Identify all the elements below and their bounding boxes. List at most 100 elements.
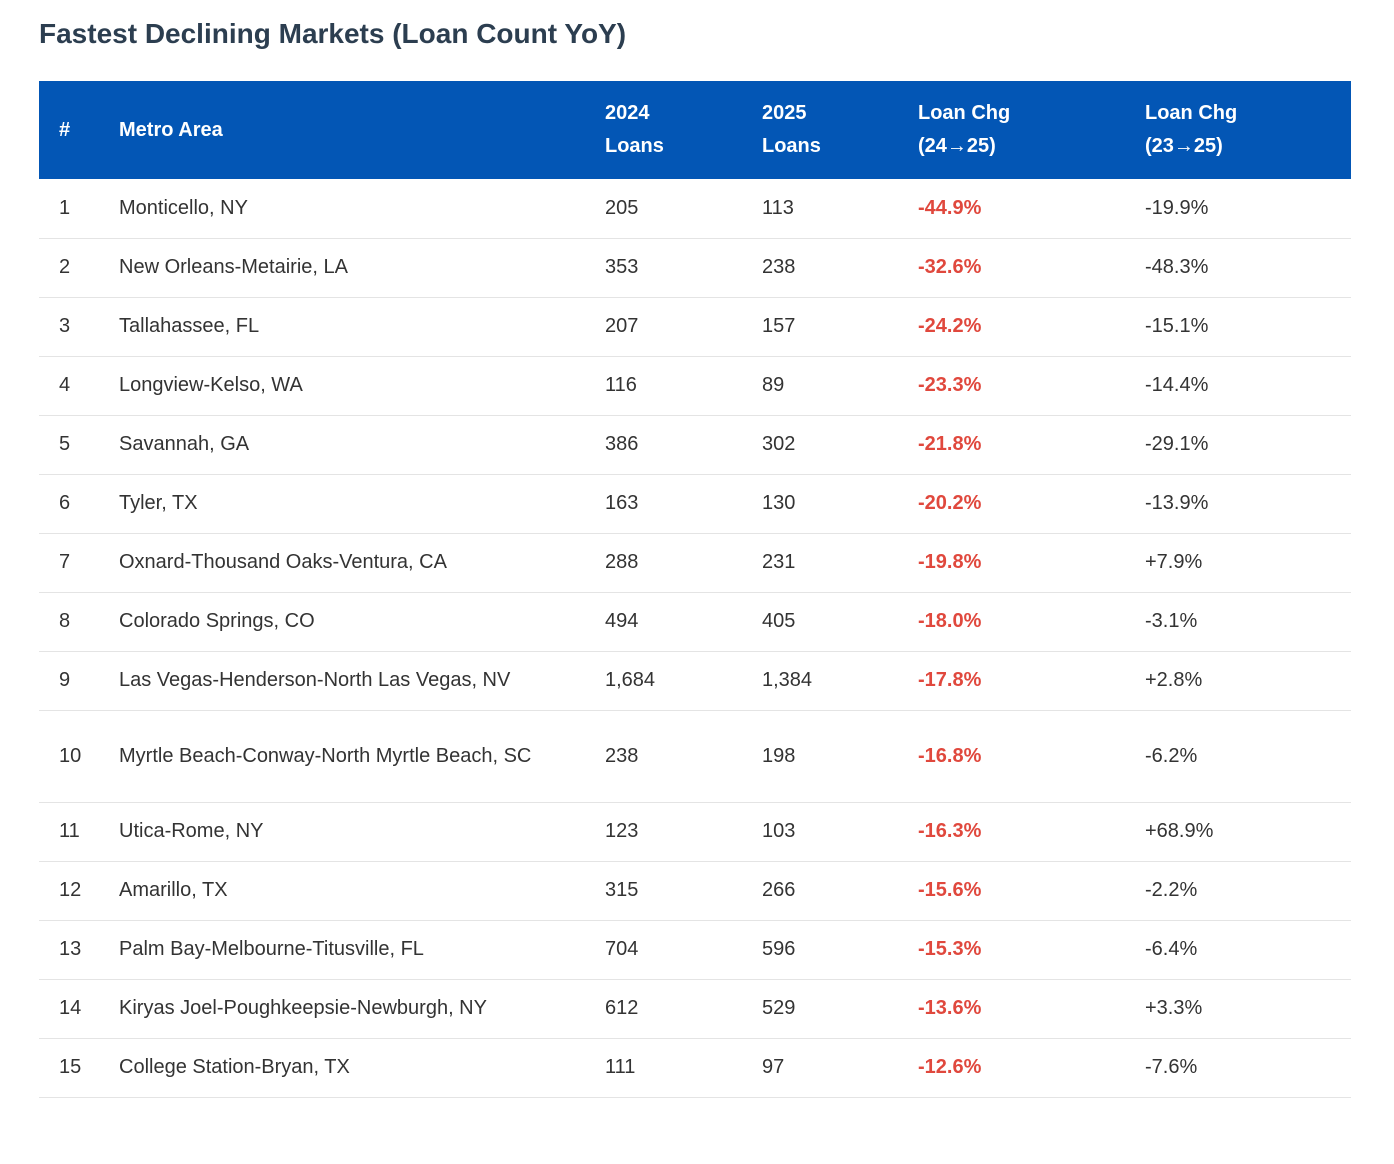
cell-metro-area: Longview-Kelso, WA <box>119 374 303 396</box>
cell-2024-loans: 1,684 <box>605 669 656 691</box>
cell-loan-chg-23-25: -14.4% <box>1145 374 1209 396</box>
table-row: 15 College Station-Bryan, TX 111 97 -12.… <box>39 1038 1351 1097</box>
cell-loan-chg-23-25: -48.3% <box>1145 256 1209 278</box>
cell-loan-chg-23-25: -7.6% <box>1145 1056 1198 1078</box>
cell-rank: 4 <box>59 374 71 396</box>
cell-2024-loans: 288 <box>605 551 639 573</box>
cell-loan-chg-23-25: -29.1% <box>1145 433 1209 455</box>
cell-metro-area: Palm Bay-Melbourne-Titusville, FL <box>119 938 424 960</box>
cell-loan-chg-24-25: -17.8% <box>918 669 982 691</box>
cell-metro-area: New Orleans-Metairie, LA <box>119 256 348 278</box>
column-header-2024-line1: 2024 <box>605 102 650 124</box>
table-row: 1 Monticello, NY 205 113 -44.9% -19.9% <box>39 179 1351 238</box>
cell-loan-chg-24-25: -13.6% <box>918 997 982 1019</box>
cell-rank: 7 <box>59 551 71 573</box>
cell-2025-loans: 596 <box>762 938 796 960</box>
table-row: 2 New Orleans-Metairie, LA 353 238 -32.6… <box>39 238 1351 297</box>
column-header-2025-line2: Loans <box>762 135 821 157</box>
table-row: 12 Amarillo, TX 315 266 -15.6% -2.2% <box>39 861 1351 920</box>
cell-2024-loans: 353 <box>605 256 639 278</box>
column-header-rank-label: # <box>59 118 71 141</box>
cell-metro-area: Las Vegas-Henderson-North Las Vegas, NV <box>119 669 511 691</box>
declining-markets-table: # Metro Area 2024 Loans 2025 Loans Loan Ch… <box>39 81 1351 1098</box>
cell-loan-chg-24-25: -16.3% <box>918 820 982 842</box>
cell-loan-chg-23-25: -6.2% <box>1145 744 1198 767</box>
cell-metro-area: Colorado Springs, CO <box>119 610 315 632</box>
cell-2024-loans: 163 <box>605 492 639 514</box>
cell-loan-chg-24-25: -16.8% <box>918 744 982 767</box>
table-row: 14 Kiryas Joel-Poughkeepsie-Newburgh, NY… <box>39 979 1351 1038</box>
cell-metro-area: College Station-Bryan, TX <box>119 1056 350 1078</box>
cell-loan-chg-23-25: -15.1% <box>1145 315 1209 337</box>
table-row: 11 Utica-Rome, NY 123 103 -16.3% +68.9% <box>39 802 1351 861</box>
column-header-2025-loans: 2025 Loans <box>742 81 898 179</box>
cell-rank: 8 <box>59 610 71 632</box>
cell-2024-loans: 238 <box>605 744 639 767</box>
cell-loan-chg-23-25: -6.4% <box>1145 938 1198 960</box>
cell-rank: 14 <box>59 997 82 1019</box>
cell-2024-loans: 386 <box>605 433 639 455</box>
cell-2024-loans: 704 <box>605 938 639 960</box>
column-header-chg2-line1: Loan Chg <box>1145 102 1238 124</box>
cell-loan-chg-24-25: -44.9% <box>918 196 982 219</box>
cell-2025-loans: 405 <box>762 610 796 632</box>
cell-2025-loans: 103 <box>762 820 796 842</box>
cell-rank: 13 <box>59 938 82 960</box>
cell-2025-loans: 157 <box>762 315 796 337</box>
cell-2025-loans: 113 <box>762 196 794 219</box>
column-header-metro-label: Metro Area <box>119 118 223 141</box>
cell-loan-chg-24-25: -19.8% <box>918 551 982 573</box>
cell-metro-area: Tallahassee, FL <box>119 315 260 337</box>
column-header-metro-area: Metro Area <box>99 81 585 179</box>
cell-loan-chg-24-25: -21.8% <box>918 433 982 455</box>
cell-loan-chg-23-25: +68.9% <box>1145 820 1214 842</box>
cell-2024-loans: 315 <box>605 879 639 901</box>
table-row: 3 Tallahassee, FL 207 157 -24.2% -15.1% <box>39 297 1351 356</box>
page-title: Fastest Declining Markets (Loan Count Yo… <box>39 18 627 49</box>
column-header-loan-chg-24-25: Loan Chg (24→25) <box>898 81 1125 179</box>
column-header-loan-chg-23-25: Loan Chg (23→25) <box>1125 81 1351 179</box>
cell-metro-area: Savannah, GA <box>119 433 250 455</box>
table-body: 1 Monticello, NY 205 113 -44.9% -19.9% 2… <box>39 179 1351 1097</box>
cell-2025-loans: 97 <box>762 1056 785 1078</box>
column-header-rank: # <box>39 81 99 179</box>
cell-loan-chg-23-25: -13.9% <box>1145 492 1209 514</box>
table-row: 10 Myrtle Beach-Conway-North Myrtle Beac… <box>39 710 1351 802</box>
table-header: # Metro Area 2024 Loans 2025 Loans Loan Ch… <box>39 81 1351 179</box>
cell-metro-area: Monticello, NY <box>119 196 248 219</box>
column-header-2024-line2: Loans <box>605 135 664 157</box>
cell-rank: 3 <box>59 315 71 337</box>
cell-metro-area: Kiryas Joel-Poughkeepsie-Newburgh, NY <box>119 997 487 1019</box>
cell-2024-loans: 205 <box>605 196 639 219</box>
column-header-2024-loans: 2024 Loans <box>585 81 742 179</box>
cell-loan-chg-23-25: +7.9% <box>1145 551 1203 573</box>
table-row: 9 Las Vegas-Henderson-North Las Vegas, N… <box>39 651 1351 710</box>
cell-loan-chg-24-25: -12.6% <box>918 1056 982 1078</box>
cell-rank: 5 <box>59 433 71 455</box>
cell-2024-loans: 111 <box>605 1056 636 1078</box>
header-row: # Metro Area 2024 Loans 2025 Loans Loan Ch… <box>39 81 1351 179</box>
cell-rank: 6 <box>59 492 71 514</box>
cell-loan-chg-24-25: -15.6% <box>918 879 982 901</box>
cell-metro-area: Utica-Rome, NY <box>119 820 264 842</box>
cell-2024-loans: 207 <box>605 315 639 337</box>
cell-2025-loans: 302 <box>762 433 796 455</box>
cell-2025-loans: 89 <box>762 374 785 396</box>
cell-loan-chg-23-25: -3.1% <box>1145 610 1198 632</box>
cell-rank: 15 <box>59 1056 82 1078</box>
cell-2024-loans: 123 <box>605 820 639 842</box>
cell-rank: 9 <box>59 669 71 691</box>
cell-2025-loans: 231 <box>762 551 796 573</box>
cell-loan-chg-24-25: -32.6% <box>918 256 982 278</box>
cell-2025-loans: 1,384 <box>762 669 813 691</box>
table-row: 7 Oxnard-Thousand Oaks-Ventura, CA 288 2… <box>39 533 1351 592</box>
cell-rank: 11 <box>59 820 80 842</box>
table-row: 8 Colorado Springs, CO 494 405 -18.0% -3… <box>39 592 1351 651</box>
cell-loan-chg-23-25: +3.3% <box>1145 997 1203 1019</box>
cell-metro-area: Oxnard-Thousand Oaks-Ventura, CA <box>119 551 447 573</box>
cell-loan-chg-23-25: -19.9% <box>1145 196 1209 219</box>
page: Fastest Declining Markets (Loan Count Yo… <box>39 18 1351 1098</box>
cell-metro-area: Tyler, TX <box>119 492 198 514</box>
cell-rank: 1 <box>59 196 71 219</box>
cell-2025-loans: 266 <box>762 879 796 901</box>
